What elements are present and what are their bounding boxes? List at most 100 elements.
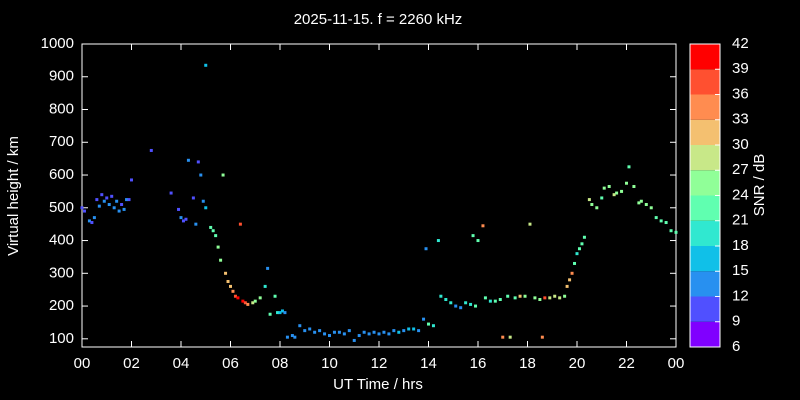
- point: [196, 160, 200, 164]
- point: [186, 158, 190, 162]
- point: [543, 296, 547, 300]
- point: [204, 63, 208, 67]
- point: [298, 324, 302, 328]
- point: [241, 299, 245, 303]
- point: [357, 334, 361, 338]
- point: [362, 330, 366, 334]
- colorbar-tick-label: 42: [732, 35, 749, 52]
- point: [342, 332, 346, 336]
- colorbar-tick-label: 12: [732, 287, 749, 304]
- point: [258, 296, 262, 300]
- point: [332, 330, 336, 334]
- y-tick-label: 700: [49, 133, 74, 150]
- point: [664, 221, 668, 225]
- colorbar-band: [690, 94, 720, 120]
- y-tick-label: 900: [49, 68, 74, 85]
- point: [501, 335, 505, 339]
- colorbar-band: [690, 44, 720, 70]
- point: [639, 199, 643, 203]
- x-tick-label: 14: [420, 355, 437, 372]
- y-tick-label: 600: [49, 166, 74, 183]
- point: [191, 196, 195, 200]
- point: [439, 294, 443, 298]
- point: [659, 219, 663, 223]
- point: [590, 203, 594, 207]
- point: [253, 299, 257, 303]
- point: [424, 247, 428, 251]
- point: [204, 206, 208, 210]
- colorbar-tick-label: 21: [732, 212, 749, 229]
- point: [553, 294, 557, 298]
- colorbar-tick-label: 33: [732, 111, 749, 128]
- point: [219, 258, 223, 262]
- point: [382, 330, 386, 334]
- point: [105, 196, 109, 200]
- point: [474, 304, 478, 308]
- point: [367, 332, 371, 336]
- point: [528, 222, 532, 226]
- point: [387, 332, 391, 336]
- point: [224, 271, 228, 275]
- point: [199, 173, 203, 177]
- point: [654, 216, 658, 220]
- point: [533, 296, 537, 300]
- point: [615, 191, 619, 195]
- colorbar-label: SNR / dB: [751, 154, 768, 217]
- point: [169, 191, 173, 195]
- x-tick-label: 06: [222, 355, 239, 372]
- point: [607, 184, 611, 188]
- point: [540, 335, 544, 339]
- point: [122, 207, 126, 211]
- point: [233, 294, 237, 298]
- colorbar-band: [690, 170, 720, 196]
- point: [280, 309, 284, 313]
- colorbar-band: [690, 69, 720, 95]
- point: [436, 239, 440, 243]
- point: [523, 294, 527, 298]
- point: [194, 222, 198, 226]
- point: [238, 222, 242, 226]
- colorbar-band: [690, 246, 720, 272]
- point: [565, 284, 569, 288]
- point: [87, 219, 91, 223]
- y-tick-label: 800: [49, 100, 74, 117]
- point: [620, 189, 624, 193]
- point: [117, 209, 121, 213]
- point: [397, 330, 401, 334]
- point: [125, 198, 129, 202]
- point: [602, 186, 606, 190]
- point: [580, 242, 584, 246]
- point: [209, 225, 213, 229]
- point: [229, 284, 232, 288]
- point: [582, 235, 586, 239]
- colorbar-band: [690, 145, 720, 171]
- point: [214, 234, 218, 238]
- point: [115, 199, 119, 203]
- point: [627, 165, 631, 169]
- point: [100, 193, 104, 197]
- point: [669, 229, 673, 233]
- point: [283, 311, 287, 315]
- y-axis-label: Virtual height / km: [5, 136, 22, 256]
- point: [600, 196, 604, 200]
- x-axis-label: UT Time / hrs: [333, 376, 423, 393]
- point: [347, 329, 351, 333]
- point: [120, 203, 124, 207]
- y-tick-label: 500: [49, 199, 74, 216]
- point: [149, 148, 153, 152]
- point: [625, 181, 628, 185]
- point: [488, 299, 492, 303]
- point: [82, 209, 86, 213]
- point: [293, 335, 297, 339]
- point: [179, 216, 183, 220]
- point: [454, 304, 458, 308]
- point: [417, 329, 421, 333]
- point: [513, 296, 517, 300]
- y-tick-label: 200: [49, 297, 74, 314]
- colorbar-band: [690, 119, 720, 145]
- point: [231, 289, 235, 293]
- point: [538, 298, 542, 302]
- x-tick-label: 20: [569, 355, 586, 372]
- point: [273, 294, 277, 298]
